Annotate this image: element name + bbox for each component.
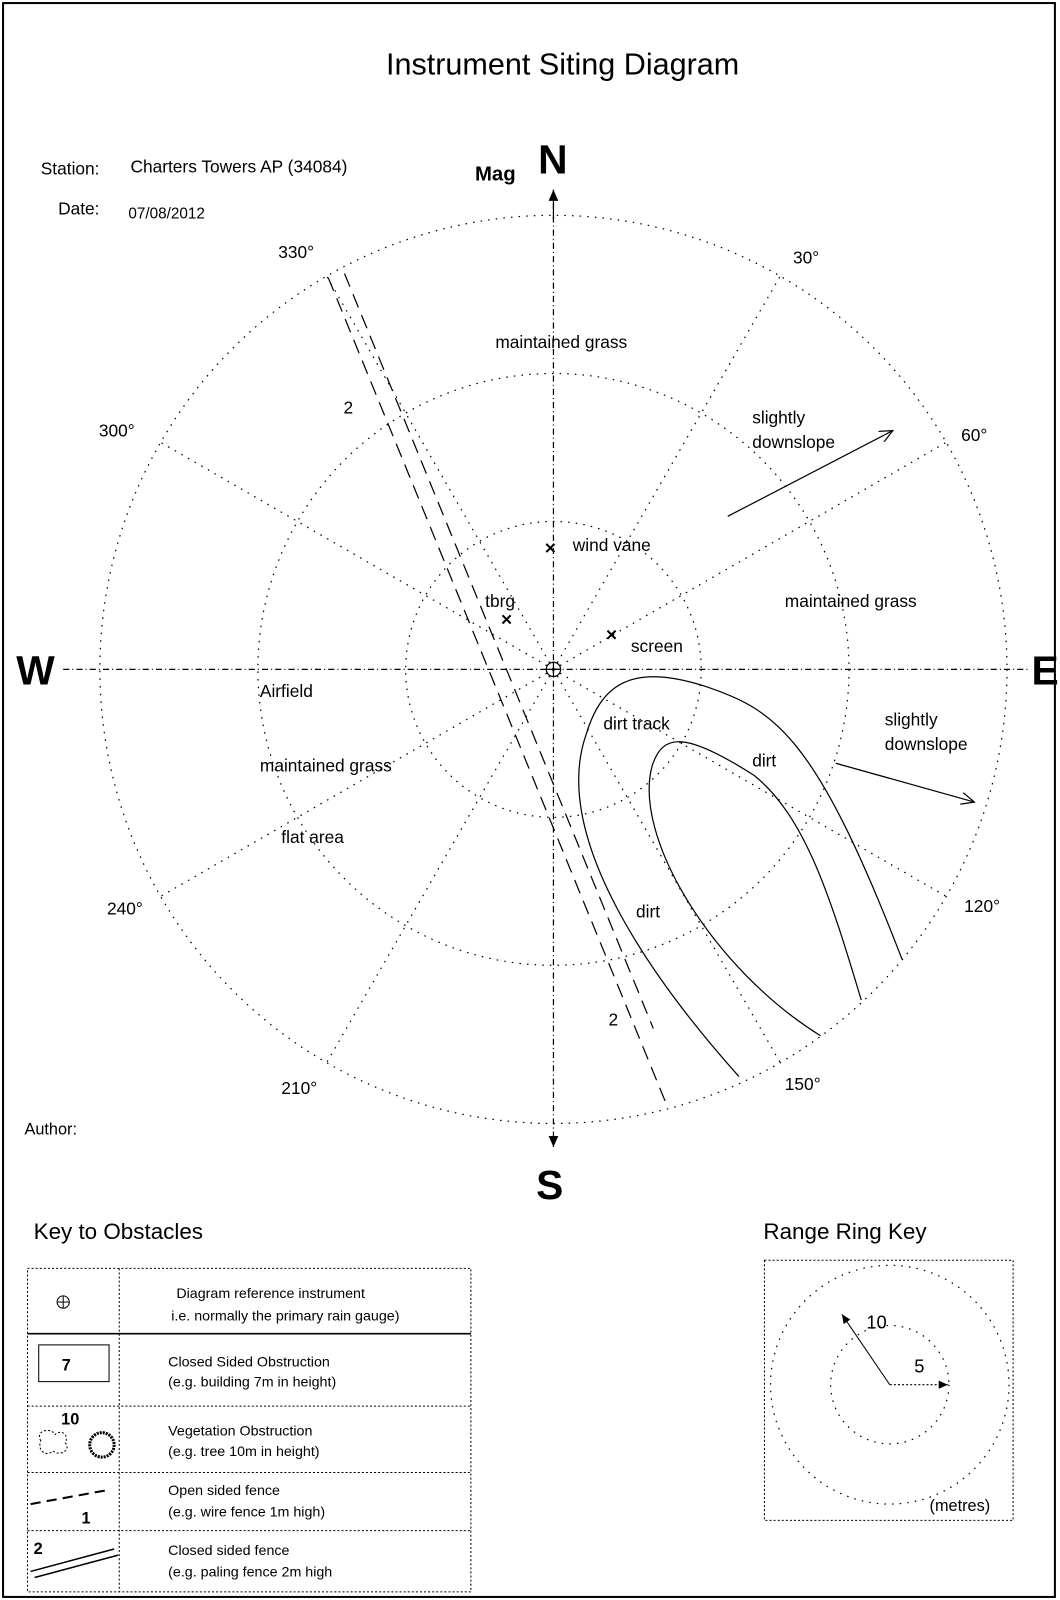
annotation: downslope xyxy=(752,432,835,452)
annotation: tbrg xyxy=(485,591,515,611)
key-text: Closed sided fence xyxy=(168,1543,289,1559)
bearing-line xyxy=(553,668,947,897)
features xyxy=(327,273,975,1108)
bearing-line xyxy=(326,669,554,1063)
bearing: 120° xyxy=(964,896,1000,916)
slope-arrow xyxy=(835,762,975,802)
annotation: slightly xyxy=(885,710,938,730)
key-text: (e.g. building 7m in height) xyxy=(168,1375,336,1391)
annotation: maintained grass xyxy=(495,332,627,352)
fence xyxy=(343,273,654,1029)
track-outer xyxy=(578,676,903,1077)
range-outer: 10 xyxy=(866,1312,886,1333)
bearing-line xyxy=(160,441,554,670)
key-symbol: 2 xyxy=(34,1540,43,1558)
annotation: dirt xyxy=(752,750,776,770)
annotation: dirt track xyxy=(603,714,670,734)
east: E xyxy=(1031,648,1058,694)
range-unit: (metres) xyxy=(930,1497,991,1515)
key-title: Key to Obstacles xyxy=(34,1219,203,1244)
key-table xyxy=(27,1267,472,1593)
annotation: wind vane xyxy=(572,535,651,555)
range-key xyxy=(763,1259,1014,1521)
key-text: Closed Sided Obstruction xyxy=(168,1354,330,1370)
north: N xyxy=(538,136,567,182)
annotation: maintained grass xyxy=(260,755,392,775)
annotation: Airfield xyxy=(260,681,313,701)
key-symbol: 1 xyxy=(82,1509,91,1527)
bearing: 300° xyxy=(99,421,135,441)
bearing: 30° xyxy=(793,247,819,267)
instrument-marks xyxy=(501,543,617,640)
key-text: Diagram reference instrument xyxy=(176,1286,365,1302)
west: W xyxy=(16,648,55,694)
date: 07/08/2012 xyxy=(128,205,204,222)
key-symbol: 7 xyxy=(62,1356,71,1374)
date-label: Date: xyxy=(58,198,99,218)
station: Charters Towers AP (34084) xyxy=(130,156,347,176)
station-label: Station: xyxy=(41,158,100,178)
title: Instrument Siting Diagram xyxy=(386,47,739,81)
annotation: flat area xyxy=(281,827,344,847)
key-text: Open sided fence xyxy=(168,1483,280,1499)
range-inner: 5 xyxy=(914,1355,924,1376)
key-symbol: 10 xyxy=(61,1410,79,1428)
author-label: Author: xyxy=(24,1121,77,1139)
key-text: (e.g. paling fence 2m high xyxy=(168,1565,332,1581)
annotation: screen xyxy=(631,636,683,656)
annotation: dirt xyxy=(636,901,660,921)
key-text: i.e. normally the primary rain gauge) xyxy=(171,1308,399,1324)
bearing: 240° xyxy=(107,898,143,918)
mag-label: Mag xyxy=(475,164,516,186)
annotation: downslope xyxy=(885,734,968,754)
key-text: (e.g. tree 10m in height) xyxy=(168,1444,319,1460)
fence xyxy=(327,277,669,1108)
reference-instrument xyxy=(546,662,561,677)
bearing: 150° xyxy=(785,1074,821,1094)
bearing-line xyxy=(160,668,554,897)
south: S xyxy=(536,1162,563,1208)
range-key-title: Range Ring Key xyxy=(763,1219,927,1244)
fence-height: 2 xyxy=(608,1010,618,1030)
annotation: slightly xyxy=(752,407,805,427)
key-text: (e.g. wire fence 1m high) xyxy=(168,1504,325,1520)
annotation: maintained grass xyxy=(785,591,917,611)
fence-height: 2 xyxy=(343,397,353,417)
slope-arrow xyxy=(727,431,893,517)
key-text: Vegetation Obstruction xyxy=(168,1424,312,1440)
track-inner xyxy=(648,741,862,1037)
bearing: 210° xyxy=(281,1078,317,1098)
bearing: 330° xyxy=(278,242,314,262)
bearing: 60° xyxy=(961,425,987,445)
